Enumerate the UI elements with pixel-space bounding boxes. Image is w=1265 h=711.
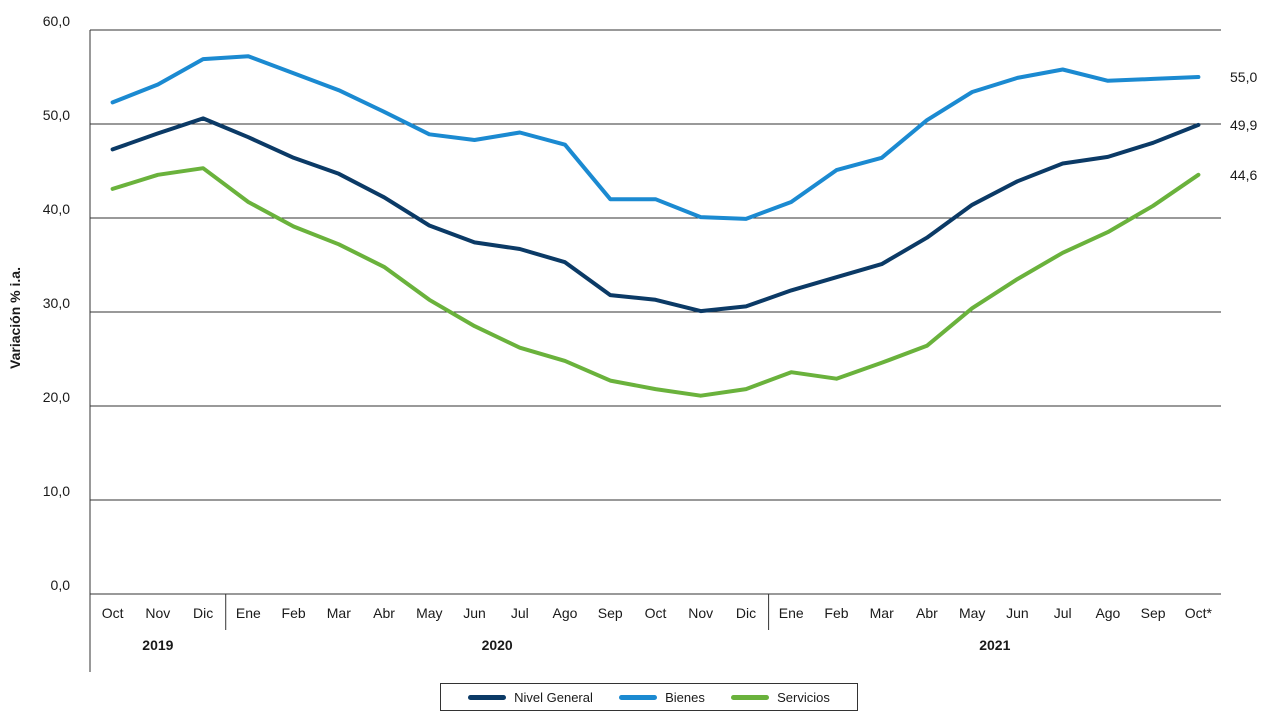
legend-item: Bienes bbox=[619, 690, 705, 705]
x-axis: Oct Nov Dic Ene Feb Mar Abr May Jun Jul Ago Sep Oct N… bbox=[89, 594, 1213, 672]
x-tick-label: Sep bbox=[598, 605, 623, 621]
gridlines bbox=[89, 29, 1221, 595]
y-axis: 0,0 10,0 20,0 30,0 40,0 50,0 60,0 bbox=[43, 13, 70, 593]
x-tick-label: Ene bbox=[236, 605, 261, 621]
series-lines bbox=[110, 54, 1201, 398]
x-tick-label: Ene bbox=[779, 605, 804, 621]
x-tick-label: Dic bbox=[193, 605, 213, 621]
x-tick-label: Sep bbox=[1141, 605, 1166, 621]
x-tick-label: Jul bbox=[511, 605, 529, 621]
x-tick-label: Feb bbox=[282, 605, 306, 621]
y-tick-label: 10,0 bbox=[43, 483, 70, 499]
x-tick-label: Jun bbox=[1006, 605, 1029, 621]
x-tick-label: Abr bbox=[916, 605, 938, 621]
end-value-label: 49,9 bbox=[1230, 117, 1257, 133]
year-label: 2021 bbox=[979, 637, 1010, 653]
y-tick-label: 20,0 bbox=[43, 389, 70, 405]
y-tick-label: 0,0 bbox=[51, 577, 71, 593]
x-tick-label: Ago bbox=[1095, 605, 1120, 621]
legend-label: Servicios bbox=[777, 689, 830, 705]
x-tick-label: Mar bbox=[327, 605, 351, 621]
x-tick-label: Ago bbox=[553, 605, 578, 621]
series-line-nivel-general bbox=[110, 116, 1201, 314]
x-tick-label: Nov bbox=[145, 605, 170, 621]
x-tick-label: Mar bbox=[870, 605, 894, 621]
legend-label: Bienes bbox=[665, 689, 705, 705]
legend-item: Nivel General bbox=[468, 690, 593, 705]
x-tick-label: Jul bbox=[1054, 605, 1072, 621]
end-value-label: 55,0 bbox=[1230, 69, 1257, 85]
year-label: 2020 bbox=[482, 637, 513, 653]
x-tick-label: Abr bbox=[373, 605, 395, 621]
y-axis-label: Variación % i.a. bbox=[7, 267, 23, 369]
series-line-servicios bbox=[110, 166, 1201, 398]
legend: Nivel General Bienes Servicios bbox=[440, 683, 858, 711]
legend-item: Servicios bbox=[731, 690, 830, 705]
end-labels: 49,9 55,0 44,6 bbox=[1230, 69, 1257, 183]
x-tick-label: Oct bbox=[102, 605, 124, 621]
series-line-bienes bbox=[110, 54, 1201, 221]
x-tick-label: Nov bbox=[688, 605, 713, 621]
x-tick-label: Feb bbox=[824, 605, 848, 621]
x-tick-label: Oct bbox=[645, 605, 667, 621]
x-tick-label: May bbox=[416, 605, 442, 621]
legend-swatch bbox=[468, 694, 507, 700]
legend-swatch bbox=[731, 694, 770, 700]
y-tick-label: 50,0 bbox=[43, 107, 70, 123]
x-tick-label: May bbox=[959, 605, 985, 621]
y-tick-label: 40,0 bbox=[43, 201, 70, 217]
x-tick-label: Oct* bbox=[1185, 605, 1213, 621]
year-label: 2019 bbox=[142, 637, 173, 653]
legend-label: Nivel General bbox=[514, 689, 593, 705]
y-tick-label: 60,0 bbox=[43, 13, 70, 29]
y-tick-label: 30,0 bbox=[43, 295, 70, 311]
end-value-label: 44,6 bbox=[1230, 167, 1257, 183]
x-tick-label: Dic bbox=[736, 605, 756, 621]
legend-swatch bbox=[619, 694, 658, 700]
x-tick-label: Jun bbox=[463, 605, 486, 621]
